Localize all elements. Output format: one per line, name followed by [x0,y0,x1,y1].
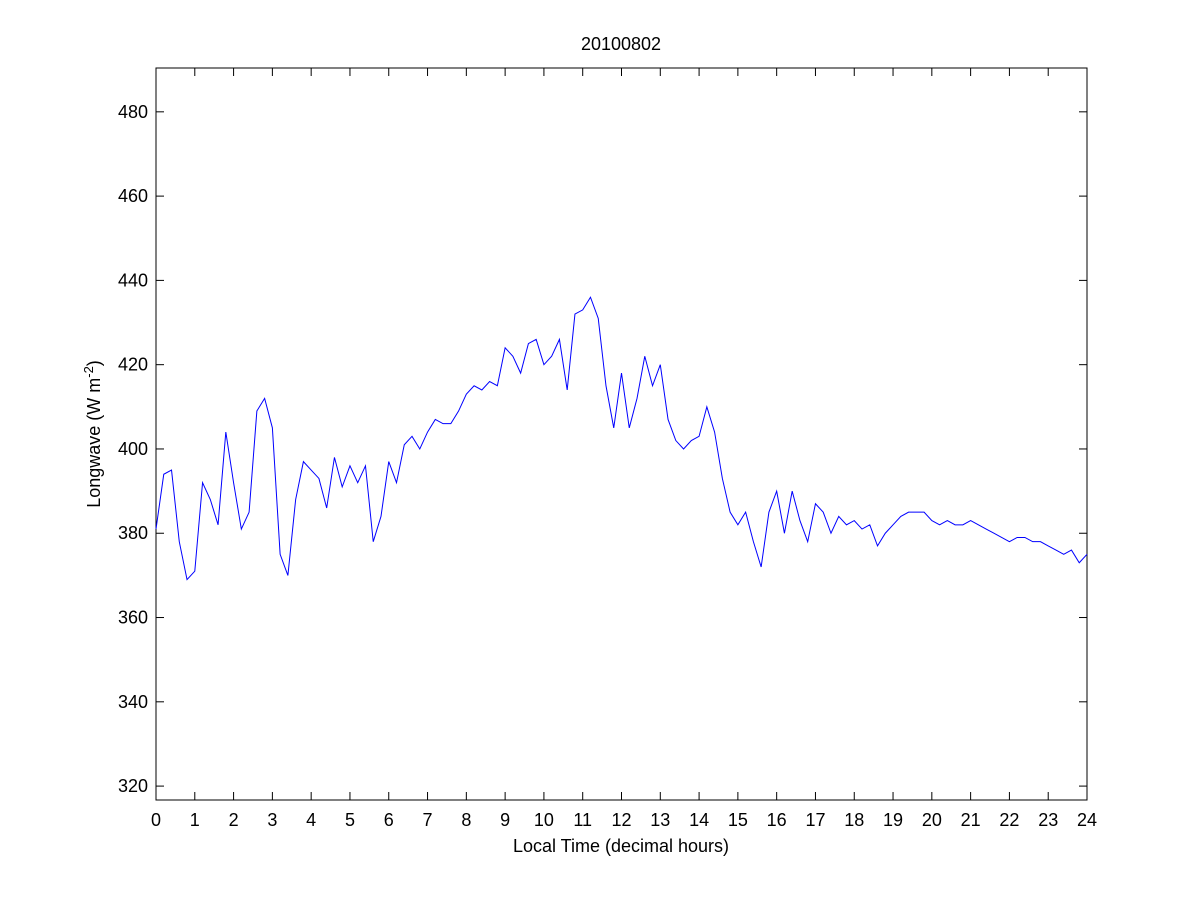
x-axis-label: Local Time (decimal hours) [513,836,729,856]
x-tick-label: 23 [1038,810,1058,830]
y-label-end: ) [84,360,104,366]
y-label-sup: -2 [81,366,96,378]
x-tick-label: 10 [534,810,554,830]
y-tick-label: 440 [118,270,148,290]
chart-title: 20100802 [581,34,661,54]
y-tick-label: 400 [118,439,148,459]
x-tick-label: 6 [384,810,394,830]
y-tick-label: 420 [118,355,148,375]
x-tick-label: 0 [151,810,161,830]
x-tick-label: 7 [423,810,433,830]
y-tick-label: 360 [118,608,148,628]
y-tick-label: 460 [118,186,148,206]
y-tick-label: 320 [118,776,148,796]
x-tick-label: 21 [961,810,981,830]
x-tick-label: 22 [999,810,1019,830]
y-tick-label: 340 [118,692,148,712]
x-tick-label: 8 [461,810,471,830]
x-tick-label: 14 [689,810,709,830]
x-tick-label: 24 [1077,810,1097,830]
x-tick-label: 4 [306,810,316,830]
x-tick-label: 18 [844,810,864,830]
x-tick-label: 5 [345,810,355,830]
x-tick-label: 3 [267,810,277,830]
x-tick-label: 16 [767,810,787,830]
y-label-main: Longwave (W m [84,378,104,508]
x-tick-label: 12 [611,810,631,830]
plot-box [155,67,1088,801]
x-tick-label: 9 [500,810,510,830]
x-tick-label: 1 [190,810,200,830]
y-tick-label: 380 [118,523,148,543]
x-tick-label: 19 [883,810,903,830]
x-tick-label: 17 [805,810,825,830]
x-tick-label: 15 [728,810,748,830]
x-tick-label: 11 [573,810,592,830]
y-tick-label: 480 [118,102,148,122]
x-tick-label: 13 [650,810,670,830]
x-tick-label: 2 [229,810,239,830]
x-tick-label: 20 [922,810,942,830]
data-line [155,296,1088,581]
y-axis-label: Longwave (W m-2) [81,360,104,508]
